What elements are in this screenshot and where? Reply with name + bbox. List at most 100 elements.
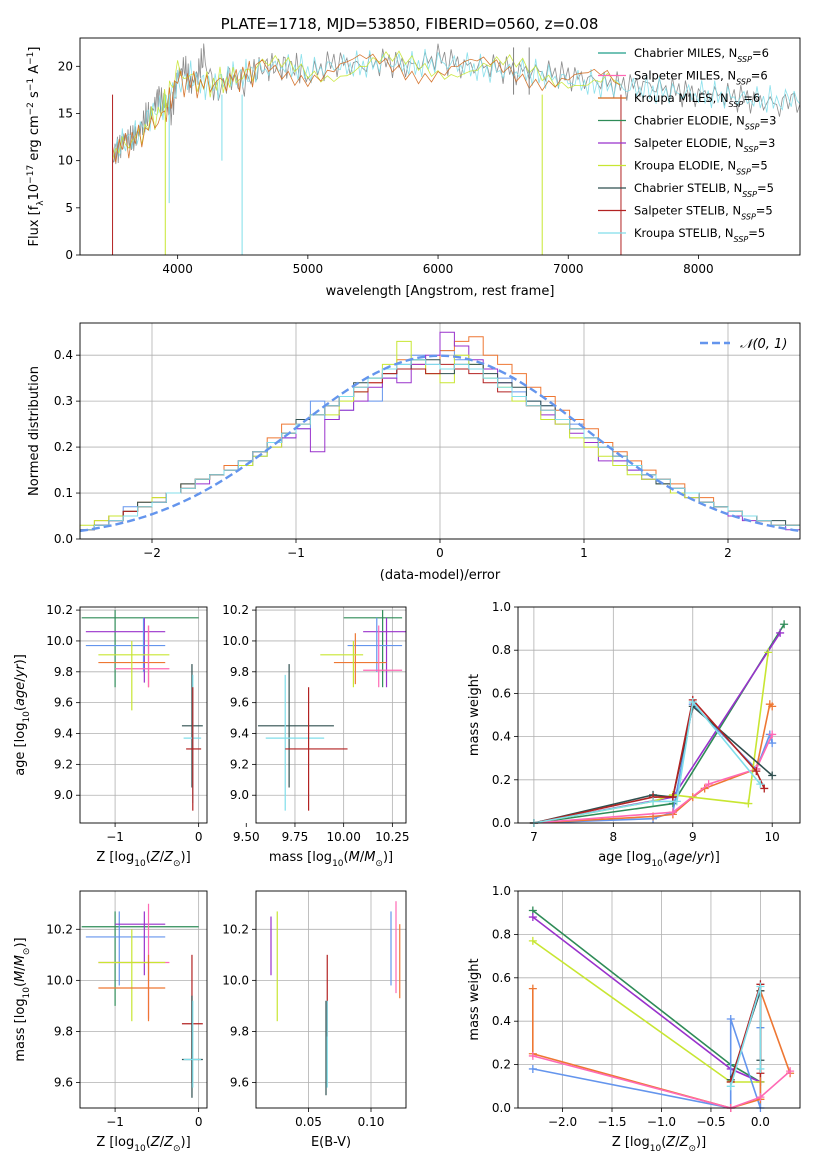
- errorbar-group: [257, 610, 406, 811]
- errorbar-group: [81, 610, 203, 811]
- y-axis-label: Normed distribution: [27, 366, 42, 496]
- y-tick-label: 0: [65, 248, 73, 262]
- y-tick-label: 10.0: [46, 634, 73, 648]
- y-tick-label: 0.2: [54, 440, 73, 454]
- y-tick-label: 0.8: [492, 643, 511, 657]
- x-tick-label: 0.0: [751, 1115, 770, 1129]
- y-tick-label: 1.0: [492, 884, 511, 898]
- mass-weight-line: [532, 1055, 791, 1109]
- plus-marker: [768, 771, 777, 780]
- errorbar-group: [270, 901, 401, 1096]
- x-tick-label: −2.0: [548, 1115, 577, 1129]
- legend-entry: Salpeter STELIB, NSSP=5: [634, 204, 773, 222]
- plus-marker: [528, 1051, 537, 1060]
- x-tick-label: 8000: [683, 262, 714, 276]
- x-axis-label: Z [log10(Z/Z⊙)]: [96, 850, 190, 869]
- massweight_vs_Z-panel: −2.0 −1.5 −1.0 −0.5 0.0 0.0 0.2 0.4 0.6 0.8 1.0 Z […: [467, 884, 801, 1154]
- y-tick-label: 0.1: [54, 486, 73, 500]
- x-tick-label: −1.5: [597, 1115, 626, 1129]
- y-tick-label: 0.6: [492, 686, 511, 700]
- y-tick-label: 9.2: [54, 757, 73, 771]
- histogram-panel: −2 −1 0 1 2 0.0 0.1 0.2 0.3 0.4 (data-model)/error…: [27, 322, 801, 583]
- x-tick-label: 0.10: [358, 1115, 385, 1129]
- x-tick-label: −1: [287, 546, 305, 560]
- mass-weight-line: [532, 909, 761, 1083]
- x-tick-label: −1.0: [647, 1115, 676, 1129]
- axes-frame: [79, 37, 801, 256]
- x-tick-label: 10.00: [326, 830, 360, 844]
- x-tick-label: 0: [436, 546, 444, 560]
- mass_vs_Z-panel: −1 0 9.6 9.8 10.0 10.2 Z [log10(Z/Z⊙)] mass [lo…: [13, 890, 208, 1154]
- mass-weight-line: [532, 988, 791, 1109]
- y-tick-label: 9.8: [54, 665, 73, 679]
- y-axis-label: mass [log10(M/M⊙)]: [13, 937, 32, 1061]
- plus-marker: [764, 648, 773, 657]
- errorbar-group: [81, 903, 203, 1098]
- legend-entry: Kroupa MILES, NSSP=6: [634, 91, 760, 109]
- y-tick-label: 10.0: [222, 973, 249, 987]
- y-tick-label: 9.4: [230, 727, 249, 741]
- mass-weight-line: [533, 623, 785, 824]
- plus-marker: [756, 1093, 765, 1102]
- plus-marker: [768, 730, 777, 739]
- y-axis-label: mass weight: [467, 958, 482, 1040]
- x-tick-label: 7: [530, 830, 538, 844]
- y-tick-label: 0.3: [54, 394, 73, 408]
- y-tick-label: 0.2: [492, 773, 511, 787]
- legend-entry: Salpeter MILES, NSSP=6: [634, 69, 768, 87]
- x-tick-label: 9.50: [233, 830, 260, 844]
- x-axis-label: Z [log10(Z/Z⊙)]: [96, 1135, 190, 1154]
- x-axis-label: Z [log10(Z/Z⊙)]: [612, 1135, 706, 1154]
- plus-marker: [776, 628, 785, 637]
- legend-entry: Kroupa STELIB, NSSP=5: [634, 226, 765, 244]
- plus-marker: [756, 780, 765, 789]
- normal-curve: [79, 354, 801, 533]
- x-axis-label: wavelength [Angstrom, rest frame]: [326, 284, 555, 299]
- spectrum-legend: Chabrier MILES, NSSP=6 Salpeter MILES, NS…: [598, 46, 776, 244]
- legend-entry: Chabrier MILES, NSSP=6: [634, 46, 769, 64]
- y-tick-label: 9.8: [230, 665, 249, 679]
- y-tick-label: 0.4: [54, 348, 73, 362]
- histogram-step: [79, 359, 800, 539]
- y-tick-label: 0.0: [54, 532, 73, 546]
- legend-entry: Salpeter ELODIE, NSSP=3: [634, 136, 775, 154]
- y-tick-label: 0.2: [492, 1058, 511, 1072]
- x-tick-label: 8: [610, 830, 618, 844]
- y-tick-label: 10.2: [46, 603, 73, 617]
- x-tick-label: −0.5: [696, 1115, 725, 1129]
- mass_vs_ebv-panel: 0.05 0.10 9.6 9.8 10.0 10.2 E(B-V): [222, 890, 407, 1150]
- x-axis-label: mass [log10(M/M⊙)]: [269, 850, 393, 869]
- plus-marker: [786, 1067, 795, 1076]
- spectrum-line: [112, 53, 621, 163]
- y-tick-label: 0.4: [492, 730, 511, 744]
- y-tick-label: 9.8: [54, 1024, 73, 1038]
- x-tick-label: −2: [143, 546, 161, 560]
- x-tick-label: 10: [765, 830, 780, 844]
- plus-marker: [704, 780, 713, 789]
- plus-marker: [768, 739, 777, 748]
- age_vs_mass-panel: 9.50 9.75 10.00 10.25 9.0 9.2 9.4 9.6 9.8 10.0 10.…: [222, 603, 409, 869]
- plus-marker: [726, 1015, 735, 1024]
- x-tick-label: −1: [106, 1115, 124, 1129]
- plus-marker: [528, 984, 537, 993]
- spectrum-series-group: [112, 43, 800, 255]
- x-tick-label: 6000: [423, 262, 454, 276]
- y-tick-label: 10.2: [222, 922, 249, 936]
- x-tick-label: −1: [106, 830, 124, 844]
- x-tick-label: 4000: [162, 262, 193, 276]
- age_vs_Z-panel: −1 0 9.0 9.2 9.4 9.6 9.8 10.0 10.2 Z [log10(Z/Z⊙)…: [13, 603, 208, 869]
- page-title: PLATE=1718, MJD=53850, FIBERID=0560, z=0…: [221, 15, 599, 33]
- mass-weight-line: [533, 698, 766, 824]
- plus-marker: [672, 797, 681, 806]
- axes-frame: [255, 890, 407, 1109]
- x-tick-label: 9.75: [282, 830, 309, 844]
- y-tick-label: 0.4: [492, 1014, 511, 1028]
- y-tick-label: 20: [58, 59, 73, 73]
- y-tick-label: 10.2: [46, 922, 73, 936]
- x-axis-label: (data-model)/error: [380, 568, 501, 583]
- y-tick-label: 9.0: [230, 788, 249, 802]
- y-tick-label: 15: [58, 106, 73, 120]
- y-tick-label: 0.8: [492, 927, 511, 941]
- y-axis-label: Flux [fλ10−17 erg cm−2 s−1 A−1]: [26, 47, 46, 247]
